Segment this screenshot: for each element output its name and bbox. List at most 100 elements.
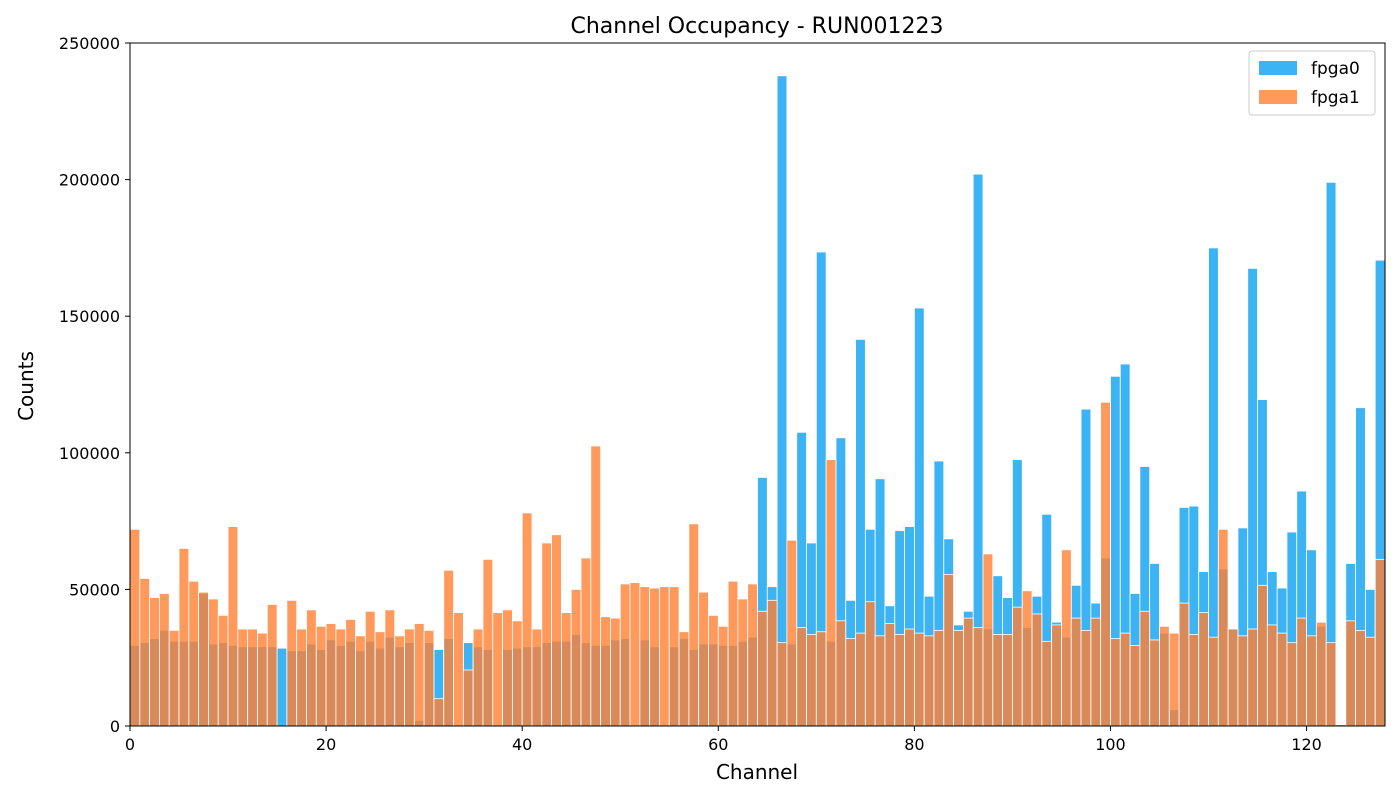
bar-fpga1-ch17 (296, 628, 307, 727)
bar-fpga1-ch12 (247, 628, 258, 727)
y-tick-label: 250000 (59, 34, 120, 53)
x-tick-label: 80 (904, 735, 924, 754)
bar-fpga1-ch51 (629, 582, 641, 727)
bar-fpga1-ch0 (129, 528, 141, 727)
bar-fpga1-ch40 (521, 512, 533, 727)
x-tick-label: 20 (316, 735, 336, 754)
bar-fpga1-ch59 (708, 614, 719, 727)
bar-fpga1-ch71 (825, 459, 837, 727)
legend-swatch-fpga1 (1259, 90, 1297, 104)
y-tick-label: 150000 (59, 307, 120, 326)
bar-fpga1-ch47 (590, 445, 602, 727)
bar-fpga1-ch45 (570, 589, 582, 727)
x-axis-ticks: 0 20 40 60 80 100 120 (125, 726, 1322, 754)
bar-fpga1-ch97 (1080, 629, 1092, 727)
bar-fpga1-ch66 (776, 642, 788, 727)
bar-fpga1-ch35 (472, 628, 484, 727)
bar-fpga1-ch109 (1198, 612, 1209, 727)
bar-fpga1-ch98 (1090, 617, 1102, 727)
bar-fpga1-ch87 (982, 553, 994, 727)
chart-title: Channel Occupancy - RUN001223 (570, 14, 943, 39)
bar-fpga1-ch80 (913, 632, 925, 727)
bar-fpga0-ch15 (276, 647, 288, 727)
bar-fpga1-ch52 (639, 586, 651, 727)
bar-fpga1-ch76 (874, 635, 886, 727)
bar-fpga1-ch95 (1061, 549, 1072, 727)
bar-fpga1-ch65 (766, 599, 778, 727)
bar-fpga1-ch8 (208, 598, 219, 727)
bar-fpga1-ch5 (178, 548, 190, 727)
bar-fpga1-ch60 (717, 625, 729, 727)
bar-fpga1-ch34 (462, 669, 474, 727)
bar-fpga1-ch23 (355, 635, 366, 727)
bar-fpga1-ch19 (315, 625, 327, 727)
bar-fpga1-ch32 (443, 569, 454, 727)
bar-fpga1-ch54 (659, 586, 670, 727)
bar-fpga1-ch33 (453, 612, 464, 727)
bar-fpga1-ch2 (149, 597, 160, 727)
legend-swatch-fpga0 (1259, 61, 1297, 75)
bar-fpga1-ch3 (159, 593, 170, 727)
bar-fpga1-ch72 (835, 620, 847, 727)
bar-fpga1-ch30 (423, 629, 435, 727)
bar-fpga1-ch73 (845, 638, 856, 727)
bar-fpga1-ch117 (1276, 632, 1288, 727)
bar-fpga1-ch18 (306, 609, 317, 727)
bar-fpga1-ch110 (1208, 636, 1219, 727)
bar-fpga1-ch81 (923, 635, 935, 727)
bar-fpga1-ch125 (1355, 629, 1366, 727)
bar-fpga1-ch99 (1100, 401, 1111, 727)
bar-fpga1-ch57 (688, 523, 700, 727)
bar-fpga1-ch96 (1070, 617, 1082, 727)
bar-fpga1-ch115 (1257, 584, 1268, 727)
bar-fpga1-ch37 (492, 612, 503, 727)
bar-fpga1-ch31 (433, 698, 445, 727)
x-axis-title: Channel (716, 760, 798, 784)
bar-fpga1-ch41 (531, 628, 543, 727)
bar-fpga1-ch92 (1031, 613, 1043, 727)
bar-fpga1-ch46 (580, 557, 592, 727)
bar-fpga1-ch75 (864, 601, 876, 727)
bar-fpga1-ch48 (600, 616, 611, 727)
bar-fpga1-ch102 (1129, 645, 1141, 727)
y-axis-ticks: 0 50000 100000 150000 200000 250000 (59, 34, 130, 736)
bar-fpga1-ch21 (335, 628, 347, 727)
bar-fpga1-ch16 (286, 599, 298, 727)
bar-fpga1-ch24 (364, 610, 376, 727)
bar-fpga1-ch120 (1306, 635, 1317, 727)
legend-label-fpga1: fpga1 (1311, 88, 1360, 108)
bar-fpga1-ch11 (237, 628, 249, 727)
bar-fpga1-ch113 (1237, 635, 1249, 727)
bar-fpga1-ch7 (198, 591, 209, 727)
bar-fpga1-ch82 (933, 629, 945, 727)
bar-fpga1-ch44 (561, 612, 572, 727)
bar-fpga1-ch64 (757, 610, 768, 727)
x-tick-label: 60 (708, 735, 728, 754)
bar-fpga1-ch56 (678, 631, 690, 727)
bar-fpga1-ch85 (963, 617, 974, 727)
bar-fpga1-ch22 (345, 619, 356, 727)
bar-fpga1-ch50 (619, 583, 631, 727)
bar-fpga1-ch39 (511, 620, 523, 727)
bar-fpga1-ch42 (541, 542, 552, 727)
bar-fpga1-ch126 (1364, 636, 1376, 727)
bar-fpga1-ch112 (1227, 628, 1239, 727)
y-tick-label: 200000 (59, 171, 120, 190)
bar-fpga1-ch127 (1374, 558, 1386, 727)
bar-fpga1-ch26 (384, 609, 396, 727)
bar-fpga1-ch106 (1168, 632, 1180, 727)
bar-fpga1-ch88 (992, 634, 1004, 727)
bar-fpga1-ch107 (1178, 602, 1190, 727)
bar-fpga1-ch62 (737, 598, 749, 727)
y-axis-title: Counts (14, 351, 38, 421)
bar-fpga1-ch100 (1110, 638, 1121, 727)
bar-fpga1-ch124 (1345, 620, 1356, 727)
bar-fpga1-ch53 (649, 587, 660, 727)
bar-fpga1-ch105 (1159, 625, 1170, 727)
bar-fpga1-ch119 (1296, 617, 1307, 727)
bar-fpga1-ch49 (610, 617, 621, 727)
plot-frame (129, 42, 1386, 727)
y-tick-label: 100000 (59, 444, 120, 463)
bar-fpga1-ch111 (1217, 528, 1229, 727)
